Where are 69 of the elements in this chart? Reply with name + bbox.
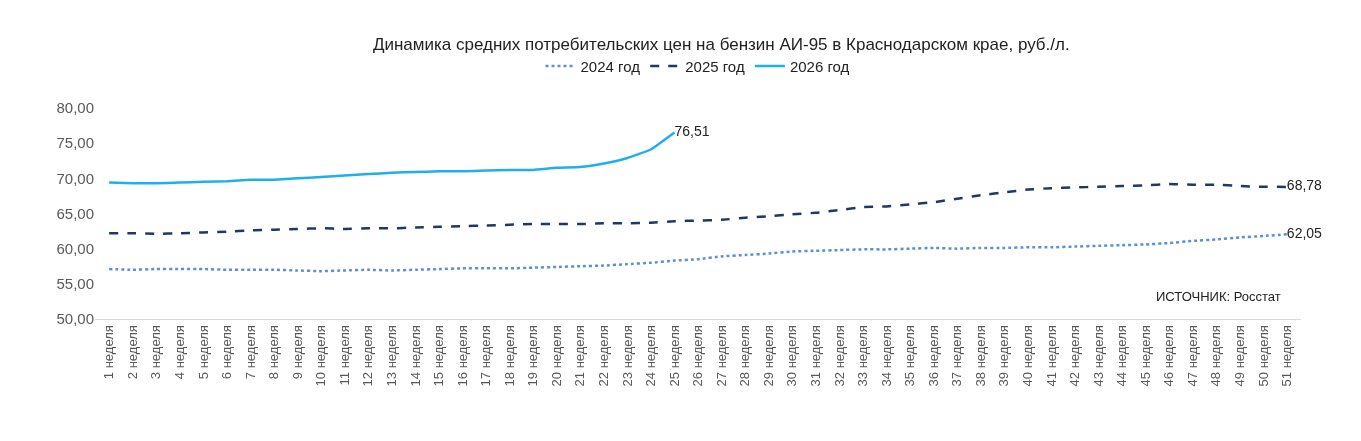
x-tick-label: 21 неделя: [572, 325, 588, 387]
line-series: [107, 233, 1289, 273]
chart-title: Динамика средних потребительских цен на бензин АИ-95 в Краснодарском крае, руб./л.: [372, 35, 1070, 55]
x-tick-label: 32 неделя: [831, 325, 847, 387]
legend-label: 2025 год: [685, 57, 745, 75]
x-tick-label: 20 неделя: [548, 325, 564, 387]
legend-label: 2024 год: [580, 57, 641, 75]
x-tick-label: 24 неделя: [643, 325, 659, 387]
x-tick-label: 49 неделя: [1231, 325, 1247, 387]
legend-label: 2026 год: [789, 57, 850, 75]
x-tick-label: 3 неделя: [148, 325, 164, 380]
x-tick-label: 33 неделя: [855, 325, 871, 387]
x-tick-label: 41 неделя: [1043, 325, 1059, 387]
x-tick-label: 5 неделя: [195, 325, 211, 380]
x-tick-label: 39 неделя: [996, 325, 1012, 387]
line-series: [107, 182, 1289, 236]
x-tick-label: 12 неделя: [360, 325, 376, 387]
x-tick-label: 50 неделя: [1255, 325, 1271, 387]
data-label: 62,05: [1286, 224, 1323, 241]
x-tick-label: 26 неделя: [690, 325, 706, 387]
x-tick-label: 23 неделя: [619, 325, 635, 387]
x-tick-label: 35 неделя: [902, 325, 918, 387]
x-tick-label: 2 неделя: [124, 325, 140, 380]
x-tick-label: 48 неделя: [1208, 325, 1224, 387]
x-tick-label: 17 неделя: [478, 325, 494, 387]
y-tick-label: 75,00: [56, 134, 94, 152]
x-tick-label: 38 неделя: [972, 325, 988, 387]
data-label: 68,78: [1286, 177, 1323, 194]
x-tick-label: 47 неделя: [1184, 325, 1200, 387]
x-tick-label: 9 неделя: [289, 325, 305, 380]
x-tick-label: 31 неделя: [807, 325, 823, 387]
x-tick-label: 37 неделя: [949, 325, 965, 387]
y-tick-label: 65,00: [56, 204, 94, 222]
x-tick-label: 18 неделя: [501, 325, 517, 387]
line-series: [107, 131, 676, 185]
annotation: ИСТОЧНИК: Росстат: [1156, 289, 1281, 304]
x-tick-label: 36 неделя: [925, 325, 941, 387]
y-tick-label: 60,00: [56, 239, 94, 257]
x-tick-label: 44 неделя: [1114, 325, 1130, 387]
x-tick-label: 43 неделя: [1090, 325, 1106, 387]
x-tick-label: 4 неделя: [172, 325, 188, 380]
x-tick-label: 10 неделя: [313, 325, 329, 387]
x-tick-label: 22 неделя: [596, 325, 612, 387]
x-tick-label: 45 неделя: [1137, 325, 1153, 387]
x-tick-label: 46 неделя: [1161, 325, 1177, 387]
x-tick-label: 25 неделя: [666, 325, 682, 387]
x-tick-label: 34 неделя: [878, 325, 894, 387]
y-tick-label: 80,00: [56, 99, 94, 117]
x-tick-label: 8 неделя: [266, 325, 282, 380]
x-tick-label: 15 неделя: [431, 325, 447, 387]
y-tick-label: 55,00: [56, 275, 94, 293]
data-label: 76,51: [674, 123, 710, 140]
x-tick-label: 13 неделя: [384, 325, 400, 387]
x-tick-label: 11 неделя: [336, 325, 352, 386]
x-tick-label: 27 неделя: [713, 325, 729, 387]
x-tick-label: 42 неделя: [1067, 325, 1083, 387]
x-tick-label: 29 неделя: [760, 325, 776, 387]
x-tick-label: 19 неделя: [525, 325, 541, 387]
y-tick-label: 50,00: [56, 310, 94, 328]
x-tick-label: 6 неделя: [219, 325, 235, 380]
x-tick-label: 51 неделя: [1279, 325, 1295, 387]
x-tick-label: 7 неделя: [242, 325, 258, 380]
x-tick-label: 28 неделя: [737, 325, 753, 387]
x-tick-label: 40 неделя: [1019, 325, 1035, 387]
x-tick-label: 14 неделя: [407, 325, 423, 387]
y-tick-label: 70,00: [56, 169, 94, 187]
x-tick-label: 1 неделя: [101, 325, 117, 380]
x-tick-label: 16 неделя: [454, 325, 470, 387]
x-tick-label: 30 неделя: [784, 325, 800, 387]
